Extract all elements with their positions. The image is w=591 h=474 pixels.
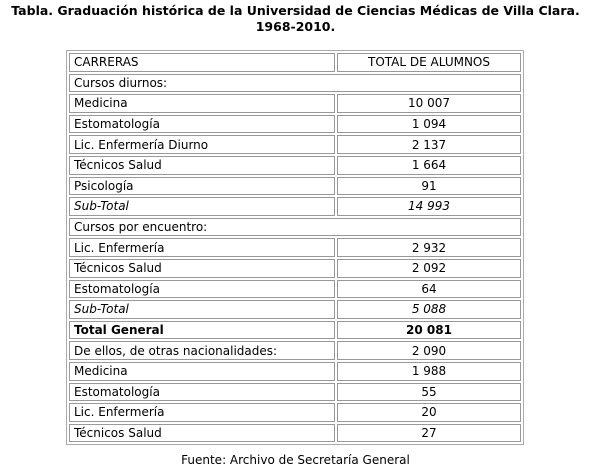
table-cell: 2 090 [337, 341, 521, 360]
table-row: Total General 20 081 [69, 320, 521, 340]
table-row: Sub-Total 5 088 [69, 300, 521, 319]
table-cell: 14 993 [337, 197, 521, 216]
table-cell: 10 007 [337, 94, 521, 113]
table-row: Psicología 91 [69, 176, 521, 196]
table-cell: Cursos diurnos: [69, 73, 521, 93]
table-cell: 55 [337, 382, 521, 402]
table-row: Estomatología 55 [69, 382, 521, 402]
table-cell: Estomatología [69, 114, 335, 134]
table-cell: 5 088 [337, 300, 521, 319]
title: Tabla. Graduación histórica de la Univer… [11, 3, 580, 34]
table-row: Técnicos Salud 2 092 [69, 258, 521, 278]
table-row: Lic. Enfermería 2 932 [69, 238, 521, 257]
table-cell: Medicina [69, 361, 335, 381]
table-row: Técnicos Salud 27 [69, 423, 521, 443]
table-cell: Total General [69, 320, 335, 340]
table-cell: Técnicos Salud [69, 258, 335, 278]
table: CARRERAS TOTAL DE ALUMNOS Cursos diurnos:… [66, 50, 524, 446]
table-cell: Psicología [69, 176, 335, 196]
table-cell: De ellos, de otras nacionalidades: [69, 341, 335, 360]
table-cell: Estomatología [69, 382, 335, 402]
table-cell: 1 094 [337, 114, 521, 134]
table-cell: 1 988 [337, 361, 521, 381]
table-cell: Lic. Enfermería [69, 403, 335, 422]
table-cell: 20 081 [337, 320, 521, 340]
table-cell: Sub-Total [69, 197, 335, 216]
table-row: De ellos, de otras nacionalidades: 2 090 [69, 341, 521, 360]
table-row: Sub-Total 14 993 [69, 197, 521, 216]
table-cell: 1 664 [337, 155, 521, 175]
table-cell: 2 092 [337, 258, 521, 278]
table-cell: 91 [337, 176, 521, 196]
table-cell: 27 [337, 423, 521, 443]
table-cell: Sub-Total [69, 300, 335, 319]
table-cell: 2 932 [337, 238, 521, 257]
table-cell: Cursos por encuentro: [69, 217, 521, 237]
table-cell: Estomatología [69, 279, 335, 299]
table-cell: Técnicos Salud [69, 155, 335, 175]
table-cell: Lic. Enfermería Diurno [69, 135, 335, 154]
table-cell: Medicina [69, 94, 335, 113]
table-row: Medicina 10 007 [69, 94, 521, 113]
table-row: Cursos diurnos: [69, 73, 521, 93]
table-row: Medicina 1 988 [69, 361, 521, 381]
table-cell: 2 137 [337, 135, 521, 154]
table-cell: Técnicos Salud [69, 423, 335, 443]
table-row: Técnicos Salud 1 664 [69, 155, 521, 175]
table-cell: 64 [337, 279, 521, 299]
table-row: Estomatología 1 094 [69, 114, 521, 134]
table-row: Lic. Enfermería Diurno 2 137 [69, 135, 521, 154]
table-row: Cursos por encuentro: [69, 217, 521, 237]
table-cell: Lic. Enfermería [69, 238, 335, 257]
header-row: CARRERAS TOTAL DE ALUMNOS [69, 53, 521, 72]
header-cell: TOTAL DE ALUMNOS [337, 53, 521, 72]
header-cell: CARRERAS [69, 53, 335, 72]
table-row: Lic. Enfermería 20 [69, 403, 521, 422]
table-row: Estomatología 64 [69, 279, 521, 299]
table-cell: 20 [337, 403, 521, 422]
source: Fuente: Archivo de Secretaría General [181, 453, 410, 467]
